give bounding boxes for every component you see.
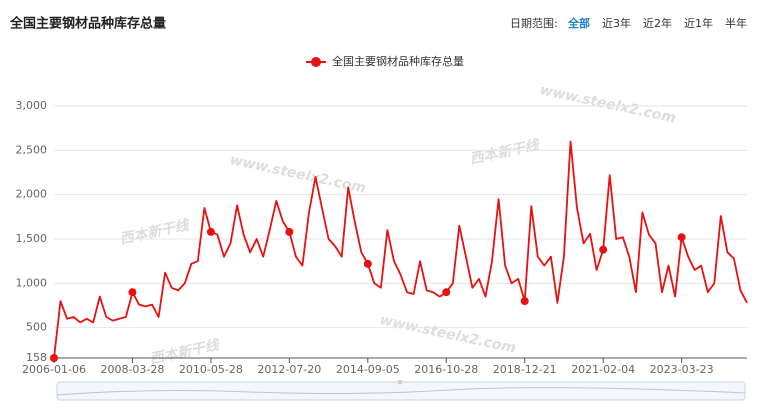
watermark: 西本新干线 bbox=[468, 136, 542, 168]
x-tick-label: 2010-05-28 bbox=[179, 363, 243, 376]
legend-marker[interactable] bbox=[311, 57, 321, 67]
y-tick-label: 1,000 bbox=[16, 276, 48, 289]
x-tick-label: 2012-07-20 bbox=[257, 363, 321, 376]
data-point[interactable] bbox=[599, 245, 608, 254]
data-point[interactable] bbox=[442, 288, 451, 297]
y-tick-label: 500 bbox=[26, 321, 47, 334]
legend-label[interactable]: 全国主要钢材品种库存总量 bbox=[332, 54, 464, 68]
range-option[interactable]: 全部 bbox=[567, 16, 590, 30]
range-label: 日期范围: bbox=[510, 16, 558, 30]
y-tick-label: 1,500 bbox=[16, 232, 48, 245]
x-tick-label: 2016-10-28 bbox=[414, 363, 478, 376]
data-point[interactable] bbox=[520, 297, 529, 306]
watermark: www.steelx2.com bbox=[228, 152, 367, 196]
range-option[interactable]: 半年 bbox=[725, 16, 747, 30]
data-point[interactable] bbox=[363, 259, 372, 268]
zoom-handle[interactable] bbox=[398, 380, 402, 384]
range-option[interactable]: 近1年 bbox=[684, 16, 713, 30]
data-point[interactable] bbox=[285, 227, 294, 236]
data-point[interactable] bbox=[50, 354, 58, 362]
x-tick-label: 2021-02-04 bbox=[571, 363, 635, 376]
watermark: www.steelx2.com bbox=[538, 82, 677, 126]
watermark: 西本新干线 bbox=[118, 216, 192, 248]
zoom-slider-shadow bbox=[56, 387, 746, 396]
range-option[interactable]: 近2年 bbox=[643, 16, 672, 30]
y-tick-label: 3,000 bbox=[16, 99, 48, 112]
data-point[interactable] bbox=[128, 288, 137, 297]
watermark: www.steelx2.com bbox=[378, 312, 517, 356]
x-tick-label: 2023-03-23 bbox=[650, 363, 714, 376]
y-tick-label: 2,500 bbox=[16, 143, 48, 156]
x-tick-label: 2014-09-05 bbox=[336, 363, 400, 376]
x-tick-label: 2018-12-21 bbox=[493, 363, 557, 376]
range-option[interactable]: 近3年 bbox=[602, 16, 631, 30]
y-tick-label: 158 bbox=[26, 351, 47, 364]
y-tick-label: 2,000 bbox=[16, 188, 48, 201]
range-options: 全部 近3年 近2年 近1年 半年 bbox=[567, 16, 747, 30]
x-tick-label: 2008-03-28 bbox=[100, 363, 164, 376]
data-point[interactable] bbox=[206, 227, 215, 236]
data-point[interactable] bbox=[677, 233, 686, 242]
series-line bbox=[53, 140, 748, 359]
x-tick-label: 2006-01-06 bbox=[22, 363, 86, 376]
chart-title: 全国主要钢材品种库存总量 bbox=[9, 16, 166, 32]
